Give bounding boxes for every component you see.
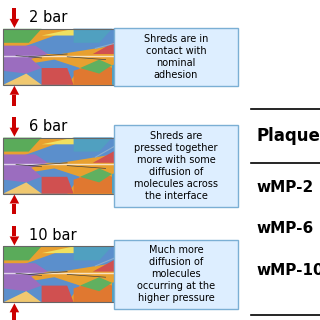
Polygon shape [74,62,118,85]
Polygon shape [3,246,42,260]
Polygon shape [93,149,131,163]
Bar [12,312,16,320]
Bar [3,29,131,85]
Polygon shape [93,40,131,54]
Bar [12,204,16,214]
Polygon shape [42,138,74,144]
Polygon shape [10,195,19,204]
Polygon shape [42,246,74,253]
Polygon shape [10,86,19,95]
Polygon shape [3,46,48,60]
Text: 6 bar: 6 bar [29,119,67,134]
Bar [3,246,131,302]
Bar [12,95,16,106]
Polygon shape [74,280,118,302]
Polygon shape [10,236,19,245]
Polygon shape [3,168,80,194]
FancyBboxPatch shape [114,239,238,309]
Polygon shape [74,171,118,194]
Text: Shreds are in
contact with
nominal
adhesion: Shreds are in contact with nominal adhes… [144,34,208,80]
Polygon shape [3,155,48,168]
Text: Shreds are
pressed together
more with some
diffusion of
molecules across
the int: Shreds are pressed together more with so… [134,131,218,201]
Polygon shape [3,138,131,163]
Text: Plaque: Plaque [256,127,320,145]
Polygon shape [74,246,112,260]
Text: wMP-6: wMP-6 [256,221,313,236]
Bar [12,8,16,19]
Polygon shape [3,263,48,277]
Polygon shape [80,168,112,182]
Polygon shape [10,19,19,28]
Bar [3,138,131,194]
Polygon shape [112,168,131,194]
Polygon shape [74,29,112,43]
Polygon shape [74,138,112,152]
Polygon shape [3,60,80,85]
Polygon shape [3,57,42,74]
Bar [12,117,16,128]
Polygon shape [80,277,112,291]
Polygon shape [10,303,19,312]
Polygon shape [3,275,42,291]
Text: 2 bar: 2 bar [29,10,67,25]
Polygon shape [3,166,42,182]
Polygon shape [3,29,42,43]
Polygon shape [10,128,19,137]
Text: Much more
diffusion of
molecules
occurring at the
higher pressure: Much more diffusion of molecules occurri… [137,245,215,303]
Bar [3,29,131,85]
FancyBboxPatch shape [114,28,238,85]
Polygon shape [3,277,80,302]
Polygon shape [42,68,74,85]
Polygon shape [3,291,42,302]
Bar [3,246,131,302]
Polygon shape [80,60,112,74]
Text: 10 bar: 10 bar [29,228,76,243]
Polygon shape [3,246,131,272]
Polygon shape [3,182,42,194]
Polygon shape [42,285,74,302]
Polygon shape [3,74,42,85]
Polygon shape [112,60,131,85]
FancyBboxPatch shape [114,124,238,207]
Polygon shape [3,138,42,152]
Polygon shape [42,177,74,194]
Polygon shape [112,277,131,302]
Polygon shape [93,258,131,272]
Bar [3,138,131,194]
Polygon shape [3,29,131,54]
Bar [12,226,16,236]
Text: wMP-2: wMP-2 [256,180,313,195]
Polygon shape [42,29,74,36]
Text: wMP-10: wMP-10 [256,263,320,278]
